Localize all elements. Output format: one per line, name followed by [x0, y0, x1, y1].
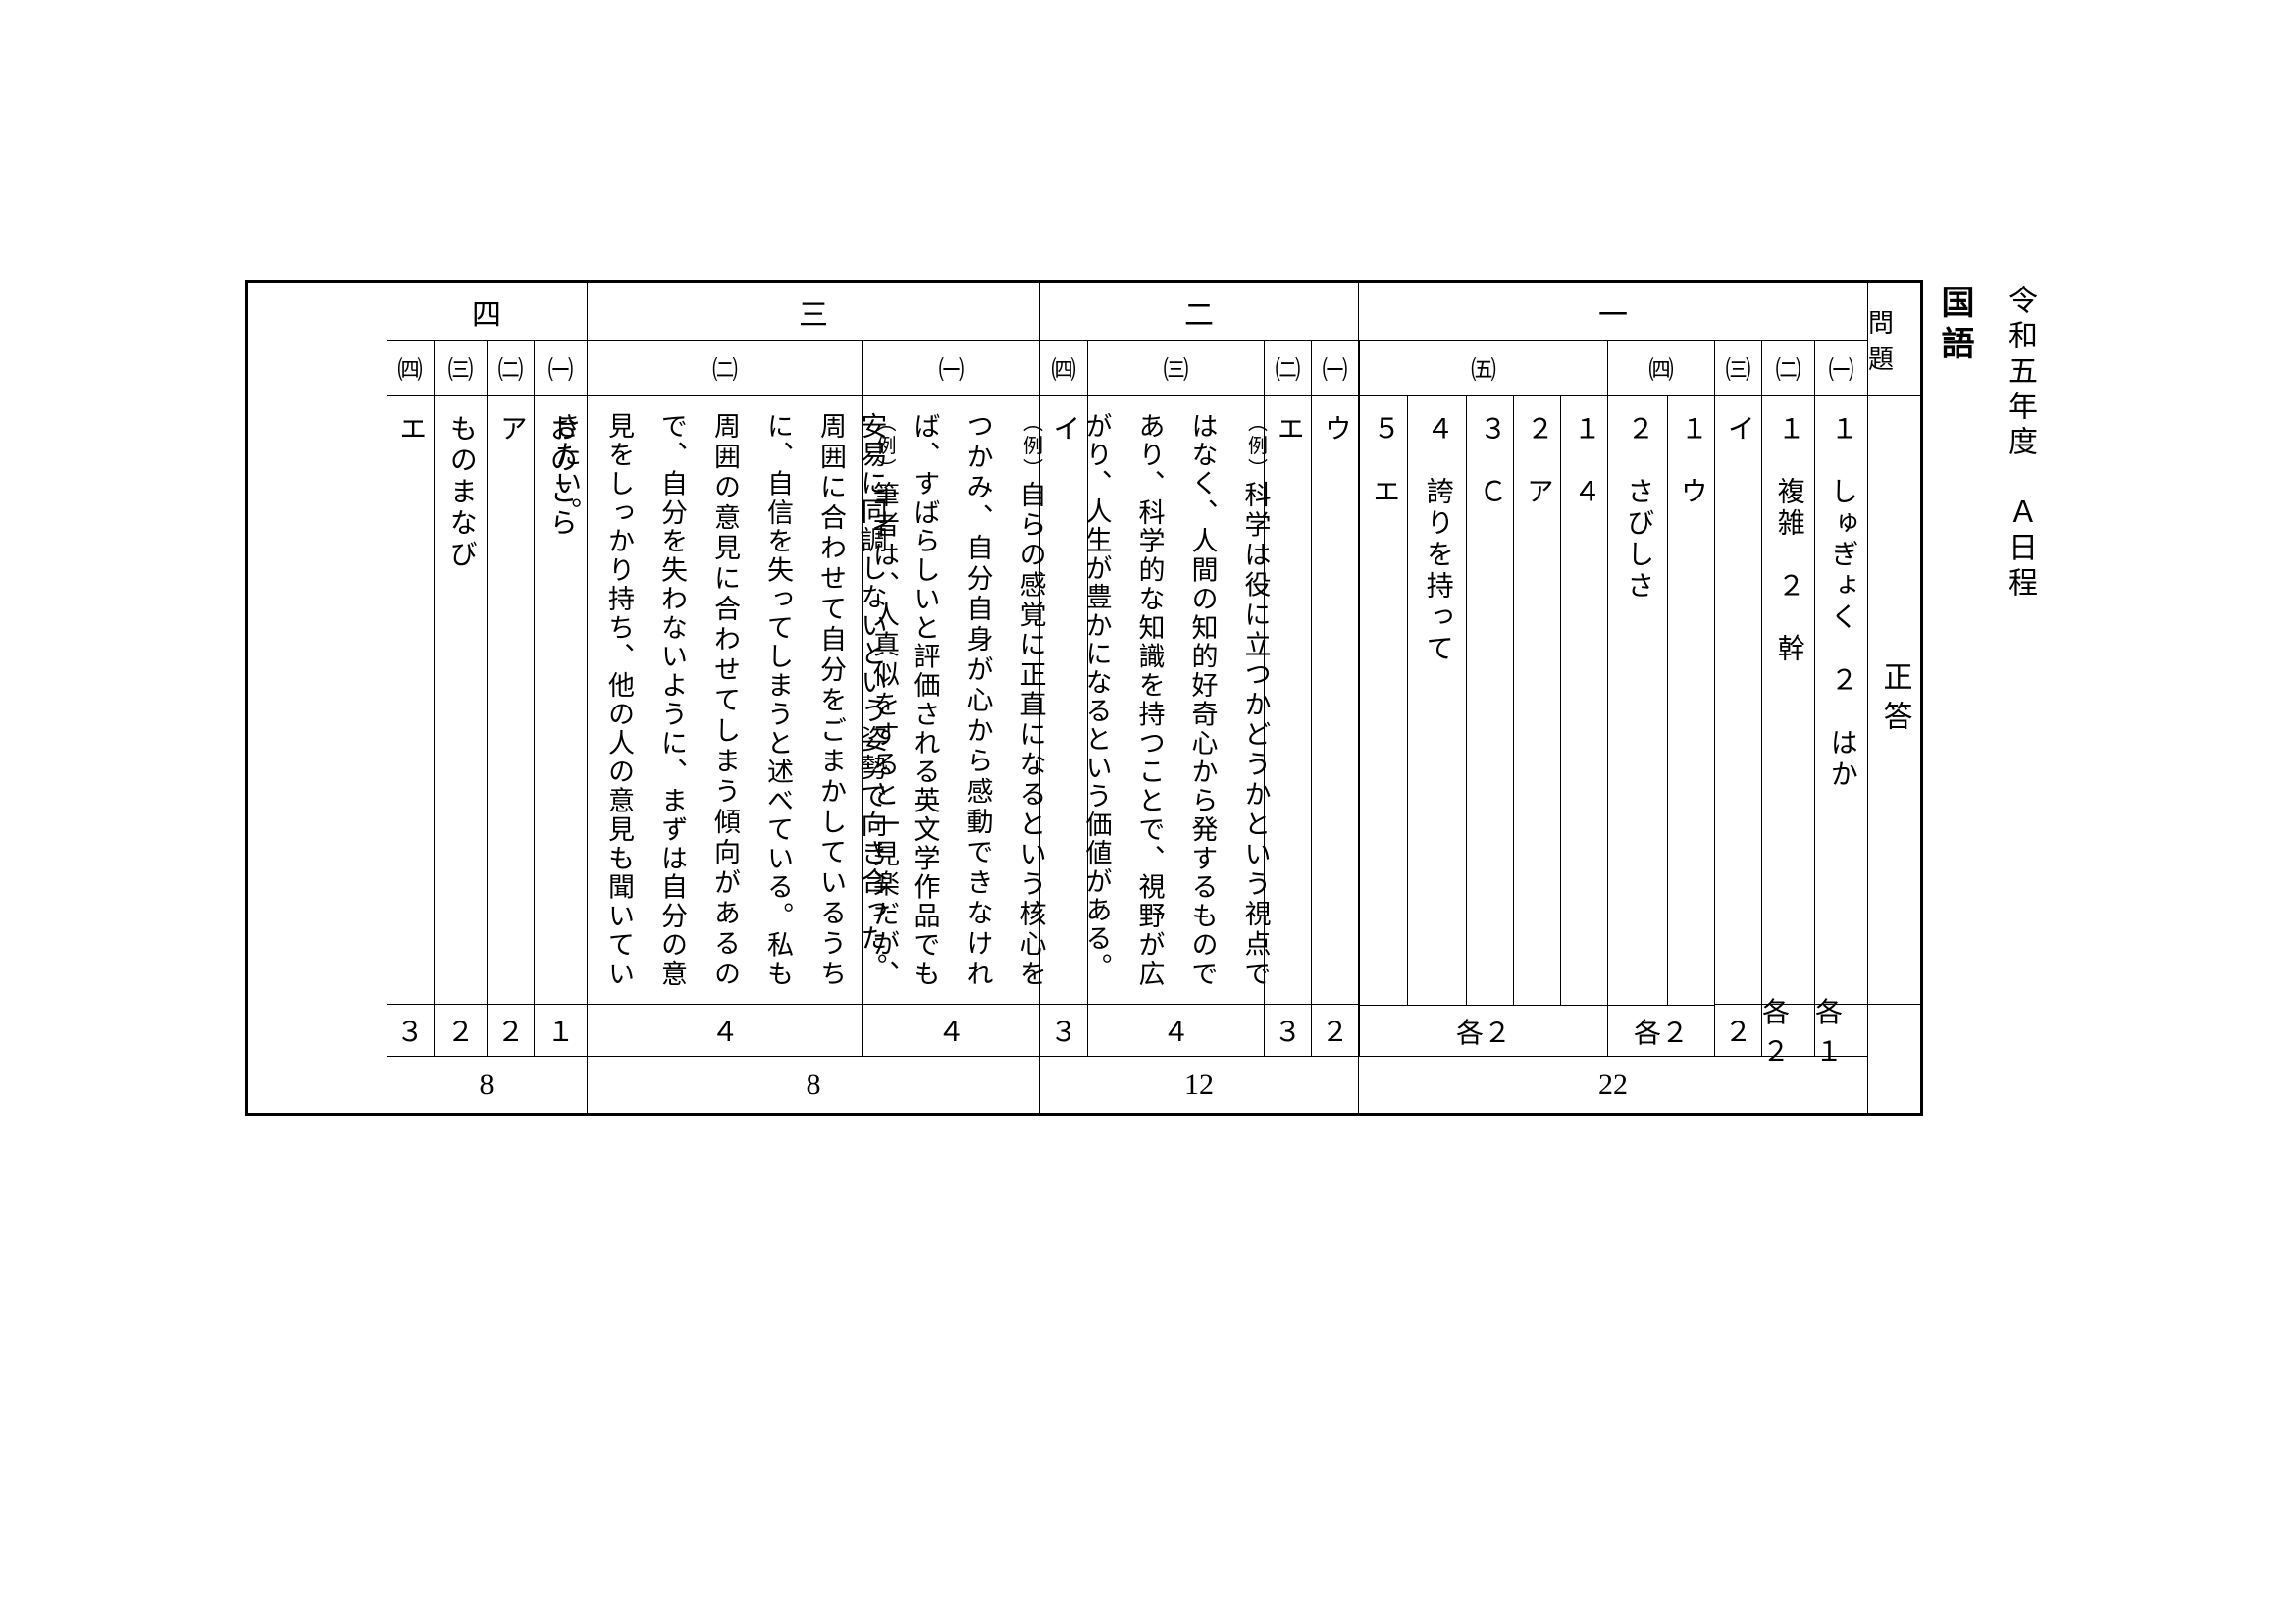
q2-2-label: ㈡ [1265, 341, 1311, 396]
q2-3-pts: ４ [1088, 1005, 1264, 1056]
q2-3-answer: （例）科学は役に立つかどうかという視点ではなく、人間の知的好奇心から発するもので… [1070, 412, 1282, 988]
section-one-total: 22 [1359, 1056, 1867, 1113]
q3-1-label: ㈠ [863, 341, 1039, 396]
q2-4-label: ㈣ [1040, 341, 1087, 396]
header-year: 令和五年度 Ａ日程 [1998, 285, 2041, 602]
q1-5-c4: ４ 誇りを持って [1407, 396, 1466, 1005]
q1-5-c2: ２ ア [1513, 396, 1560, 1005]
q2-1-answer: ウ [1310, 414, 1359, 986]
q4-2: ㈡ ア ２ [487, 341, 534, 1056]
q2-1-label: ㈠ [1312, 341, 1358, 396]
section-one-title: 一 [1359, 283, 1867, 341]
q4-2-answer: ア [486, 414, 535, 986]
q4-4: ㈣ エ ３ [387, 341, 434, 1056]
q4-1-label: ㈠ [535, 341, 587, 396]
q4-3-pts: ２ [435, 1005, 487, 1056]
q4-2-pts: ２ [488, 1005, 534, 1056]
q4-1-pts: １ [535, 1005, 587, 1056]
q1-1-answer: １ しゅぎょく ２ はか [1815, 396, 1867, 1005]
label-answer: 正答 [1868, 396, 1920, 1005]
q1-3-answer: イ [1715, 396, 1761, 1005]
q1-5-label: ㈤ [1360, 341, 1607, 396]
label-column: 問題 正答 配点 [1867, 283, 1920, 1113]
q2-2-answer: エ [1263, 414, 1312, 986]
section-one: 一 ㈠ １ しゅぎょく ２ はか 各１ ㈡ １ 複雑 ２ 幹 各２ ㈢ イ ２ [1358, 283, 1867, 1113]
q1-4-c1: １ ウ [1667, 396, 1714, 1005]
page-header: 令和五年度 Ａ日程 国語 [1930, 285, 2041, 602]
q3-2-label: ㈡ [588, 341, 862, 396]
section-two-total: 12 [1040, 1056, 1358, 1113]
q1-5-c1: １ ４ [1560, 396, 1607, 1005]
q1-5: ㈤ １ ４ ２ ア ３ Ｃ ４ 誇りを持って ５ エ 各２ [1359, 341, 1607, 1056]
q1-5-c5-answer: ５ エ [1359, 414, 1408, 987]
q1-5-c3-answer: ３ Ｃ [1465, 414, 1514, 987]
section-three: 三 ㈠ （例）自らの感覚に正直になるという核心をつかみ、自分自身が心から感動でき… [587, 283, 1039, 1113]
q1-3-pts: ２ [1715, 1005, 1761, 1056]
q1-2-answer: １ 複雑 ２ 幹 [1762, 396, 1814, 1005]
section-four-title: 四 [387, 283, 587, 341]
q1-1: ㈠ １ しゅぎょく ２ はか 各１ [1814, 341, 1867, 1056]
q3-1-pts: ４ [863, 1005, 1039, 1056]
q1-5-c1-answer: １ ４ [1559, 414, 1608, 987]
q4-4-answer: エ [386, 414, 435, 986]
q1-5-c2-answer: ２ ア [1512, 414, 1561, 987]
q4-3-answer: ものまなび [436, 414, 485, 986]
q1-5-c3: ３ Ｃ [1466, 396, 1513, 1005]
label-question: 問題 [1868, 283, 1920, 396]
section-two-title: 二 [1040, 283, 1358, 341]
label-points-sub-blank [1868, 1005, 1920, 1113]
q2-3-label: ㈢ [1088, 341, 1264, 396]
q2-2: ㈡ エ ３ [1264, 341, 1311, 1056]
q4-2-label: ㈡ [488, 341, 534, 396]
section-three-total: 8 [588, 1056, 1039, 1113]
q1-2-label: ㈡ [1762, 341, 1814, 396]
q4-4-pts: ３ [387, 1005, 434, 1056]
q1-4-c2-answer: ２ さびしさ [1608, 396, 1667, 1005]
q1-5-c4-answer: ４ 誇りを持って [1412, 414, 1461, 987]
q1-4-c1-answer: １ ウ [1668, 396, 1714, 1005]
answer-sheet: 問題 正答 配点 .label-col { width: 54px; borde… [245, 280, 1923, 1116]
q2-3: ㈢ （例）科学は役に立つかどうかという視点ではなく、人間の知的好奇心から発するも… [1087, 341, 1264, 1056]
q1-4-c2: ２ さびしさ [1608, 396, 1667, 1005]
section-four-total: 8 [387, 1056, 587, 1113]
q1-1-label: ㈠ [1815, 341, 1867, 396]
q3-2: ㈡ （例）筆者は、人真似をすると一見楽だが、周囲に合わせて自分をごまかしているう… [588, 341, 862, 1056]
header-subject: 国語 [1930, 285, 1978, 602]
q2-1-pts: ２ [1312, 1005, 1358, 1056]
q1-3: ㈢ イ ２ [1714, 341, 1761, 1056]
q4-4-label: ㈣ [387, 341, 434, 396]
q4-3-label: ㈢ [435, 341, 487, 396]
section-two: 二 ㈠ ウ ２ ㈡ エ ３ ㈢ （例）科学は役に立つかどうかという視点ではなく、… [1039, 283, 1358, 1113]
q1-4-pts: 各２ [1608, 1005, 1714, 1056]
q2-1: ㈠ ウ ２ [1311, 341, 1358, 1056]
q4-3: ㈢ ものまなび ２ [434, 341, 487, 1056]
q1-3-label: ㈢ [1715, 341, 1761, 396]
q1-5-pts: 各２ [1360, 1005, 1607, 1056]
q1-5-c5: ５ エ [1360, 396, 1407, 1005]
q1-4: ㈣ １ ウ ２ さびしさ 各２ [1607, 341, 1714, 1056]
q3-1: ㈠ （例）自らの感覚に正直になるという核心をつかみ、自分自身が心から感動できなけ… [862, 341, 1039, 1056]
q1-4-label: ㈣ [1608, 341, 1714, 396]
q3-2-pts: ４ [588, 1005, 862, 1056]
section-three-title: 三 [588, 283, 1039, 341]
q2-2-pts: ３ [1265, 1005, 1311, 1056]
q1-1-pts: 各１ [1815, 1005, 1867, 1056]
q1-2-pts: 各２ [1762, 1005, 1814, 1056]
q2-4-pts: ３ [1040, 1005, 1087, 1056]
q3-1-answer: （例）自らの感覚に正直になるという核心をつかみ、自分自身が心から感動できなければ… [846, 412, 1058, 988]
q1-2: ㈡ １ 複雑 ２ 幹 各２ [1761, 341, 1814, 1056]
